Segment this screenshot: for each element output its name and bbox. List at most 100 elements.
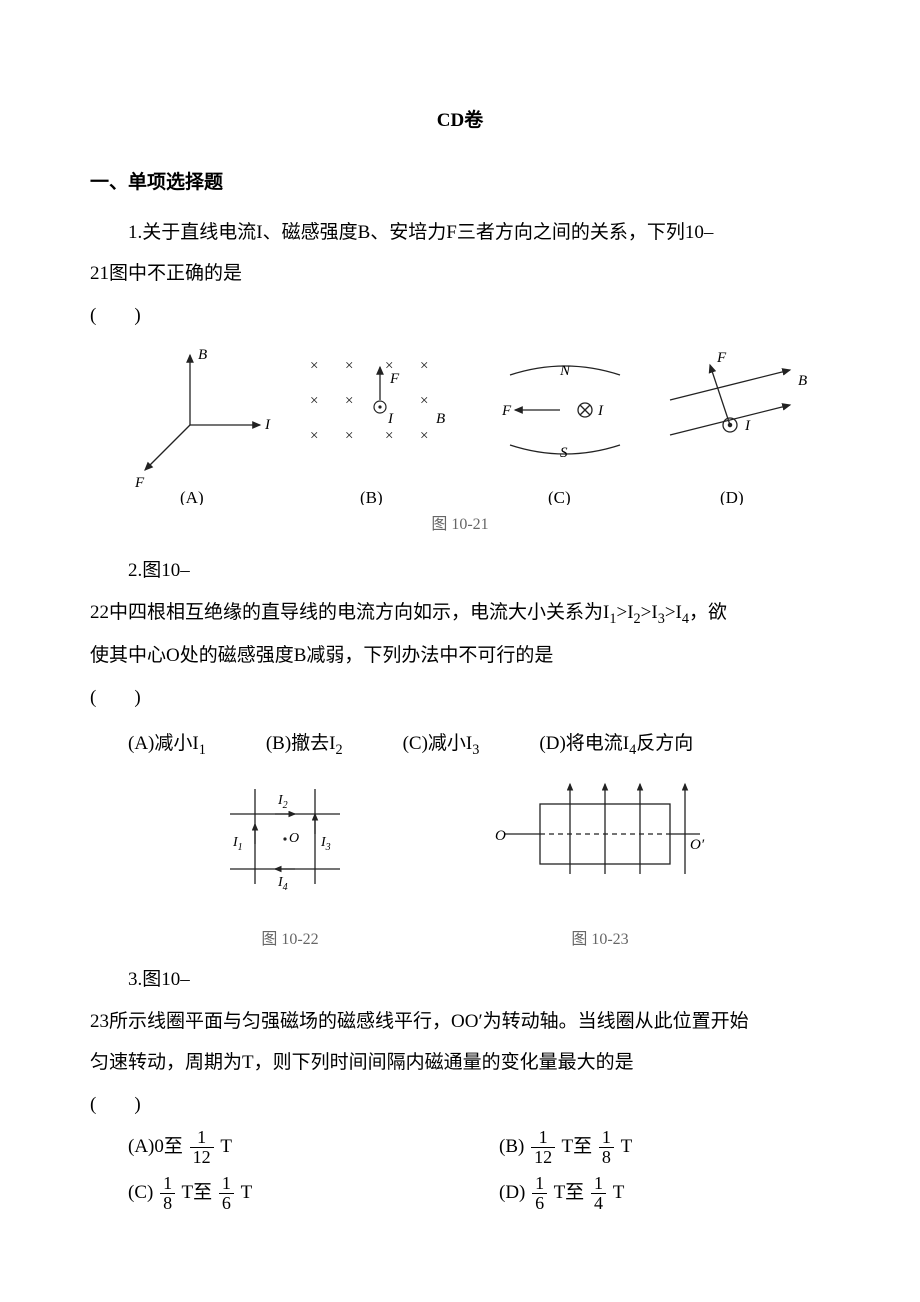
q1-line2: 21图中不正确的是 bbox=[90, 253, 830, 295]
q3D-f1: 16 bbox=[532, 1174, 547, 1213]
fig-10-22-svg: O I1 I2 I3 I4 bbox=[205, 774, 375, 904]
q2-line3: 使其中心O处的磁感强度B减弱，下列办法中不可行的是 bbox=[90, 635, 830, 677]
fig22-I4: I4 bbox=[277, 875, 288, 893]
fig23-O: O bbox=[495, 828, 506, 844]
q3D-n2: 1 bbox=[591, 1174, 606, 1194]
q3-paren: ( ) bbox=[90, 1084, 830, 1126]
q2-l2a: 22中四根相互绝缘的直导线的电流方向如示，电流大小关系为I bbox=[90, 602, 609, 623]
q3B-n2: 1 bbox=[599, 1128, 614, 1148]
q2-optA-s: 1 bbox=[199, 742, 206, 758]
fig-10-22: O I1 I2 I3 I4 图 10-22 bbox=[205, 774, 375, 957]
fig1-labelD: (D) bbox=[720, 488, 744, 505]
q3A-pre: (A)0至 bbox=[128, 1136, 183, 1157]
q3C-pre: (C) bbox=[128, 1182, 153, 1203]
q3D-post: T bbox=[613, 1182, 625, 1203]
fig-10-22-caption: 图 10-22 bbox=[205, 922, 375, 957]
svg-text:×: × bbox=[420, 428, 428, 444]
q2-optD: (D)将电流I4反方向 bbox=[539, 723, 693, 766]
fig1C-I: I bbox=[597, 403, 604, 419]
q3B-n1: 1 bbox=[531, 1128, 555, 1148]
q2-optD-tail: 反方向 bbox=[636, 733, 693, 754]
fig1-labelC: (C) bbox=[548, 488, 571, 505]
q1-paren: ( ) bbox=[90, 295, 830, 337]
q3D-pre: (D) bbox=[499, 1182, 525, 1203]
q3C-n2: 1 bbox=[219, 1174, 234, 1194]
fig1B-B: B bbox=[436, 411, 445, 427]
q2-paren: ( ) bbox=[90, 677, 830, 719]
q2-optC-t: (C)减小I bbox=[403, 733, 473, 754]
q3-optD: (D) 16 T至 14 T bbox=[499, 1172, 830, 1214]
q3D-f2: 14 bbox=[591, 1174, 606, 1213]
fig-10-23-svg: O O′ bbox=[485, 774, 715, 904]
fig1-labelA: (A) bbox=[180, 488, 204, 505]
fig-10-21-caption: 图 10-21 bbox=[90, 507, 830, 542]
svg-text:×: × bbox=[310, 358, 318, 374]
svg-text:×: × bbox=[345, 358, 353, 374]
section-heading: 一、单项选择题 bbox=[90, 162, 830, 204]
q2-optC: (C)减小I3 bbox=[403, 723, 480, 766]
q3B-mid: T至 bbox=[562, 1136, 593, 1157]
fig1C-N: N bbox=[559, 363, 571, 379]
q2-gt2: > bbox=[641, 602, 652, 623]
q3-line3: 匀速转动，周期为T，则下列时间间隔内磁通量的变化量最大的是 bbox=[90, 1042, 830, 1084]
figs-22-23: O I1 I2 I3 I4 图 10-22 bbox=[90, 774, 830, 957]
q2-optA-t: (A)减小I bbox=[128, 733, 199, 754]
q3D-d1: 6 bbox=[532, 1194, 547, 1213]
q2-s4: 4 bbox=[682, 611, 689, 627]
q2-optC-s: 3 bbox=[472, 742, 479, 758]
q2-optB-t: (B)撤去I bbox=[266, 733, 336, 754]
q3-optB: (B) 112 T至 18 T bbox=[499, 1126, 830, 1168]
fig1B-I: I bbox=[387, 411, 394, 427]
q2-s2: 2 bbox=[634, 611, 641, 627]
q3C-f2: 16 bbox=[219, 1174, 234, 1213]
fig1C-S: S bbox=[560, 445, 568, 461]
q2-optD-t: (D)将电流I bbox=[539, 733, 629, 754]
q3A-den: 12 bbox=[190, 1148, 214, 1167]
q3B-f1: 112 bbox=[531, 1128, 555, 1167]
q3A-post: T bbox=[220, 1136, 232, 1157]
q3B-f2: 18 bbox=[599, 1128, 614, 1167]
q3A-num: 1 bbox=[190, 1128, 214, 1148]
q3-line1: 3.图10– bbox=[90, 959, 830, 1001]
q3B-post: T bbox=[621, 1136, 633, 1157]
q3C-d2: 6 bbox=[219, 1194, 234, 1213]
fig22-I1: I1 bbox=[232, 835, 243, 853]
fig1D-B: B bbox=[798, 373, 807, 389]
svg-text:×: × bbox=[310, 393, 318, 409]
fig-10-21-svg: B I F (A) ×××× ××× ×××× F I B (B) bbox=[110, 345, 810, 505]
q2-s3: 3 bbox=[658, 611, 665, 627]
q2-gt1: > bbox=[616, 602, 627, 623]
q3B-pre: (B) bbox=[499, 1136, 524, 1157]
svg-text:×: × bbox=[420, 358, 428, 374]
q2-optB-s: 2 bbox=[335, 742, 342, 758]
fig23-Op: O′ bbox=[690, 837, 705, 853]
figure-10-21: B I F (A) ×××× ××× ×××× F I B (B) bbox=[90, 345, 830, 542]
q1-line1: 1.关于直线电流I、磁感强度B、安培力F三者方向之间的关系，下列10– bbox=[90, 212, 830, 254]
svg-text:×: × bbox=[345, 393, 353, 409]
q2-l2b: ，欲 bbox=[689, 602, 727, 623]
fig1A-I: I bbox=[264, 417, 271, 433]
q2-optA: (A)减小I1 bbox=[128, 723, 206, 766]
q3C-f1: 18 bbox=[160, 1174, 175, 1213]
svg-text:×: × bbox=[385, 428, 393, 444]
svg-text:×: × bbox=[420, 393, 428, 409]
q2-optB: (B)撤去I2 bbox=[266, 723, 343, 766]
fig-10-23: O O′ 图 10-23 bbox=[485, 774, 715, 957]
q3B-d2: 8 bbox=[599, 1148, 614, 1167]
q3-optA: (A)0至 112 T bbox=[128, 1126, 459, 1168]
q2-gt3: > bbox=[665, 602, 676, 623]
q3D-n1: 1 bbox=[532, 1174, 547, 1194]
q3D-mid: T至 bbox=[554, 1182, 585, 1203]
q3C-n1: 1 bbox=[160, 1174, 175, 1194]
fig22-I2: I2 bbox=[277, 793, 288, 811]
q3C-post: T bbox=[241, 1182, 253, 1203]
q2-options: (A)减小I1 (B)撤去I2 (C)减小I3 (D)将电流I4反方向 bbox=[128, 723, 830, 766]
q3-options: (A)0至 112 T (B) 112 T至 18 T (C) 18 T至 16… bbox=[128, 1126, 830, 1214]
fig22-O: O bbox=[289, 831, 299, 846]
q3C-d1: 8 bbox=[160, 1194, 175, 1213]
fig1B-F: F bbox=[389, 371, 400, 387]
q2-line2: 22中四根相互绝缘的直导线的电流方向如示，电流大小关系为I1>I2>I3>I4，… bbox=[90, 592, 830, 635]
fig1-labelB: (B) bbox=[360, 488, 383, 505]
q3D-d2: 4 bbox=[591, 1194, 606, 1213]
fig1D-F: F bbox=[716, 350, 727, 366]
